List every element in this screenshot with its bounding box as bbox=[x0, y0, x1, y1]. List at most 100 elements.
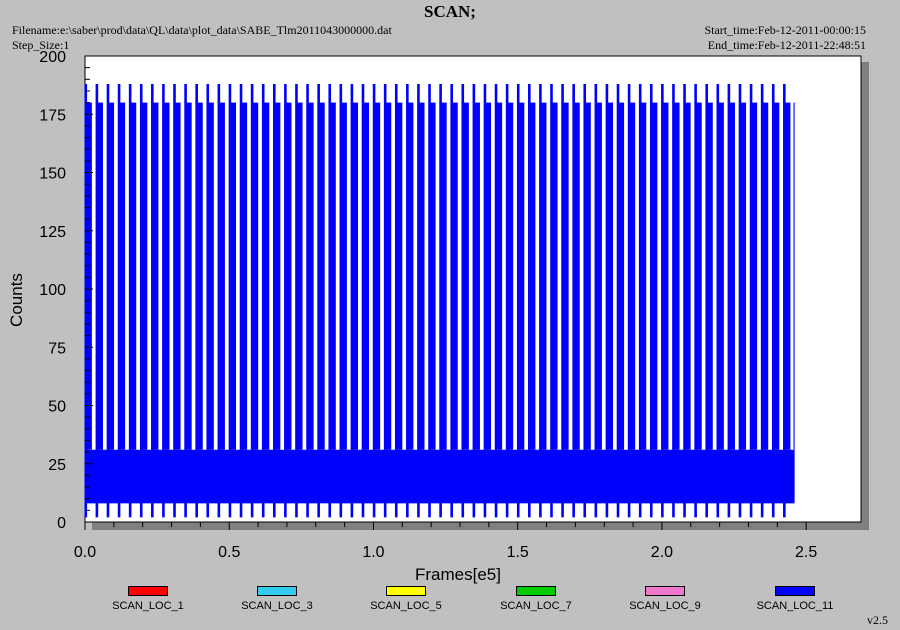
y-axis-label: Counts bbox=[7, 273, 26, 327]
legend-label: SCAN_LOC_7 bbox=[500, 600, 572, 612]
legend-item: SCAN_LOC_11 bbox=[740, 586, 850, 612]
spike-block bbox=[550, 102, 558, 450]
spike-block bbox=[506, 102, 514, 450]
spike-block bbox=[484, 102, 492, 450]
legend-label: SCAN_LOC_11 bbox=[756, 600, 834, 612]
spike-block bbox=[528, 102, 536, 450]
spike-block bbox=[395, 102, 403, 450]
spike-block bbox=[461, 102, 469, 450]
legend-swatch bbox=[128, 586, 168, 596]
legend-swatch bbox=[386, 586, 426, 596]
legend-label: SCAN_LOC_1 bbox=[112, 600, 184, 612]
spike-block bbox=[229, 102, 237, 450]
spike-block bbox=[750, 102, 758, 450]
legend-label: SCAN_LOC_9 bbox=[629, 600, 701, 612]
spike-block bbox=[373, 102, 381, 450]
legend-swatch bbox=[775, 586, 815, 596]
spike-block bbox=[118, 102, 126, 450]
legend-label: SCAN_LOC_3 bbox=[241, 600, 313, 612]
spike-block bbox=[96, 102, 103, 450]
y-tick-label: 50 bbox=[48, 399, 66, 416]
spike-block bbox=[195, 102, 203, 450]
y-tick-label: 25 bbox=[48, 457, 66, 474]
spike-block bbox=[129, 102, 137, 450]
spike-block bbox=[184, 102, 192, 450]
spike-block bbox=[351, 102, 358, 450]
y-tick-label: 0 bbox=[57, 515, 66, 532]
y-tick-label: 100 bbox=[39, 282, 66, 299]
spike-block bbox=[406, 102, 414, 450]
legend-item: SCAN_LOC_5 bbox=[351, 586, 461, 612]
x-tick-label: 1.0 bbox=[362, 544, 384, 561]
end-time-label: End_time:Feb-12-2011-22:48:51 bbox=[707, 38, 866, 52]
spike-block bbox=[306, 102, 314, 450]
spike-block bbox=[728, 102, 735, 450]
spike-block bbox=[273, 102, 281, 450]
spike-block bbox=[739, 102, 747, 450]
chart-title: SCAN; bbox=[424, 2, 476, 21]
spike-block bbox=[428, 102, 436, 450]
data-layer bbox=[84, 83, 795, 518]
spike-block bbox=[473, 102, 480, 450]
spike-block bbox=[384, 102, 392, 450]
spike-block bbox=[717, 102, 724, 450]
legend-swatch bbox=[257, 586, 297, 596]
spike-block bbox=[340, 102, 347, 450]
legend-item: SCAN_LOC_7 bbox=[481, 586, 591, 612]
x-tick-label: 2.0 bbox=[651, 544, 673, 561]
legend-item: SCAN_LOC_3 bbox=[222, 586, 332, 612]
x-tick-label: 0.5 bbox=[218, 544, 240, 561]
spike-block bbox=[251, 102, 259, 450]
version-label: v2.5 bbox=[867, 613, 888, 627]
step-size-label: Step_Size:1 bbox=[12, 38, 70, 52]
x-tick-label: 2.5 bbox=[795, 544, 817, 561]
spike-block bbox=[362, 102, 370, 450]
spike-block bbox=[694, 102, 702, 450]
spike-block bbox=[85, 102, 92, 450]
spike-block bbox=[417, 102, 425, 450]
spike-block bbox=[517, 102, 525, 450]
spike-block bbox=[572, 102, 580, 450]
spike-block bbox=[793, 102, 795, 450]
spike-block bbox=[783, 102, 791, 450]
spike-block bbox=[450, 102, 458, 450]
y-tick-label: 175 bbox=[39, 107, 66, 124]
spike-block bbox=[140, 102, 148, 450]
spike-block bbox=[162, 102, 170, 450]
spike-block bbox=[650, 102, 658, 450]
spike-block bbox=[683, 102, 691, 450]
spike-block bbox=[240, 102, 248, 450]
legend-swatch bbox=[516, 586, 556, 596]
axis-layer: 0 25 50 75 100 125 150 175 200 0.0 0.5 1.0 1.5 2.0 2.5 bbox=[39, 49, 817, 561]
legend-item: SCAN_LOC_1 bbox=[93, 586, 203, 612]
legend-swatch bbox=[645, 586, 685, 596]
spike-block bbox=[606, 102, 613, 450]
spike-block bbox=[628, 102, 636, 450]
spike-block bbox=[284, 102, 292, 450]
y-tick-label: 150 bbox=[39, 166, 66, 183]
spike-block bbox=[173, 102, 181, 450]
x-tick-label: 1.5 bbox=[507, 544, 529, 561]
spike-block bbox=[262, 102, 270, 450]
spike-block bbox=[583, 102, 591, 450]
spike-block bbox=[107, 102, 115, 450]
spike-block bbox=[439, 102, 447, 450]
filename-label: Filename:e:\saber\prod\data\QL\data\plot… bbox=[12, 23, 392, 37]
spike-block bbox=[672, 102, 680, 450]
spike-block bbox=[151, 102, 159, 450]
spike-block bbox=[328, 102, 336, 450]
legend-label: SCAN_LOC_5 bbox=[370, 600, 442, 612]
spike-block bbox=[495, 102, 503, 450]
legend-item: SCAN_LOC_9 bbox=[610, 586, 720, 612]
spike-block bbox=[595, 102, 602, 450]
spike-block bbox=[206, 102, 214, 450]
start-time-label: Start_time:Feb-12-2011-00:00:15 bbox=[704, 23, 866, 37]
y-tick-label: 200 bbox=[39, 49, 66, 66]
legend: SCAN_LOC_1 SCAN_LOC_3 SCAN_LOC_5 SCAN_LO… bbox=[0, 586, 900, 616]
spike-block bbox=[617, 102, 625, 450]
spike-block bbox=[295, 102, 303, 450]
y-tick-label: 75 bbox=[48, 340, 66, 357]
spike-block bbox=[561, 102, 569, 450]
spike-block bbox=[761, 102, 769, 450]
